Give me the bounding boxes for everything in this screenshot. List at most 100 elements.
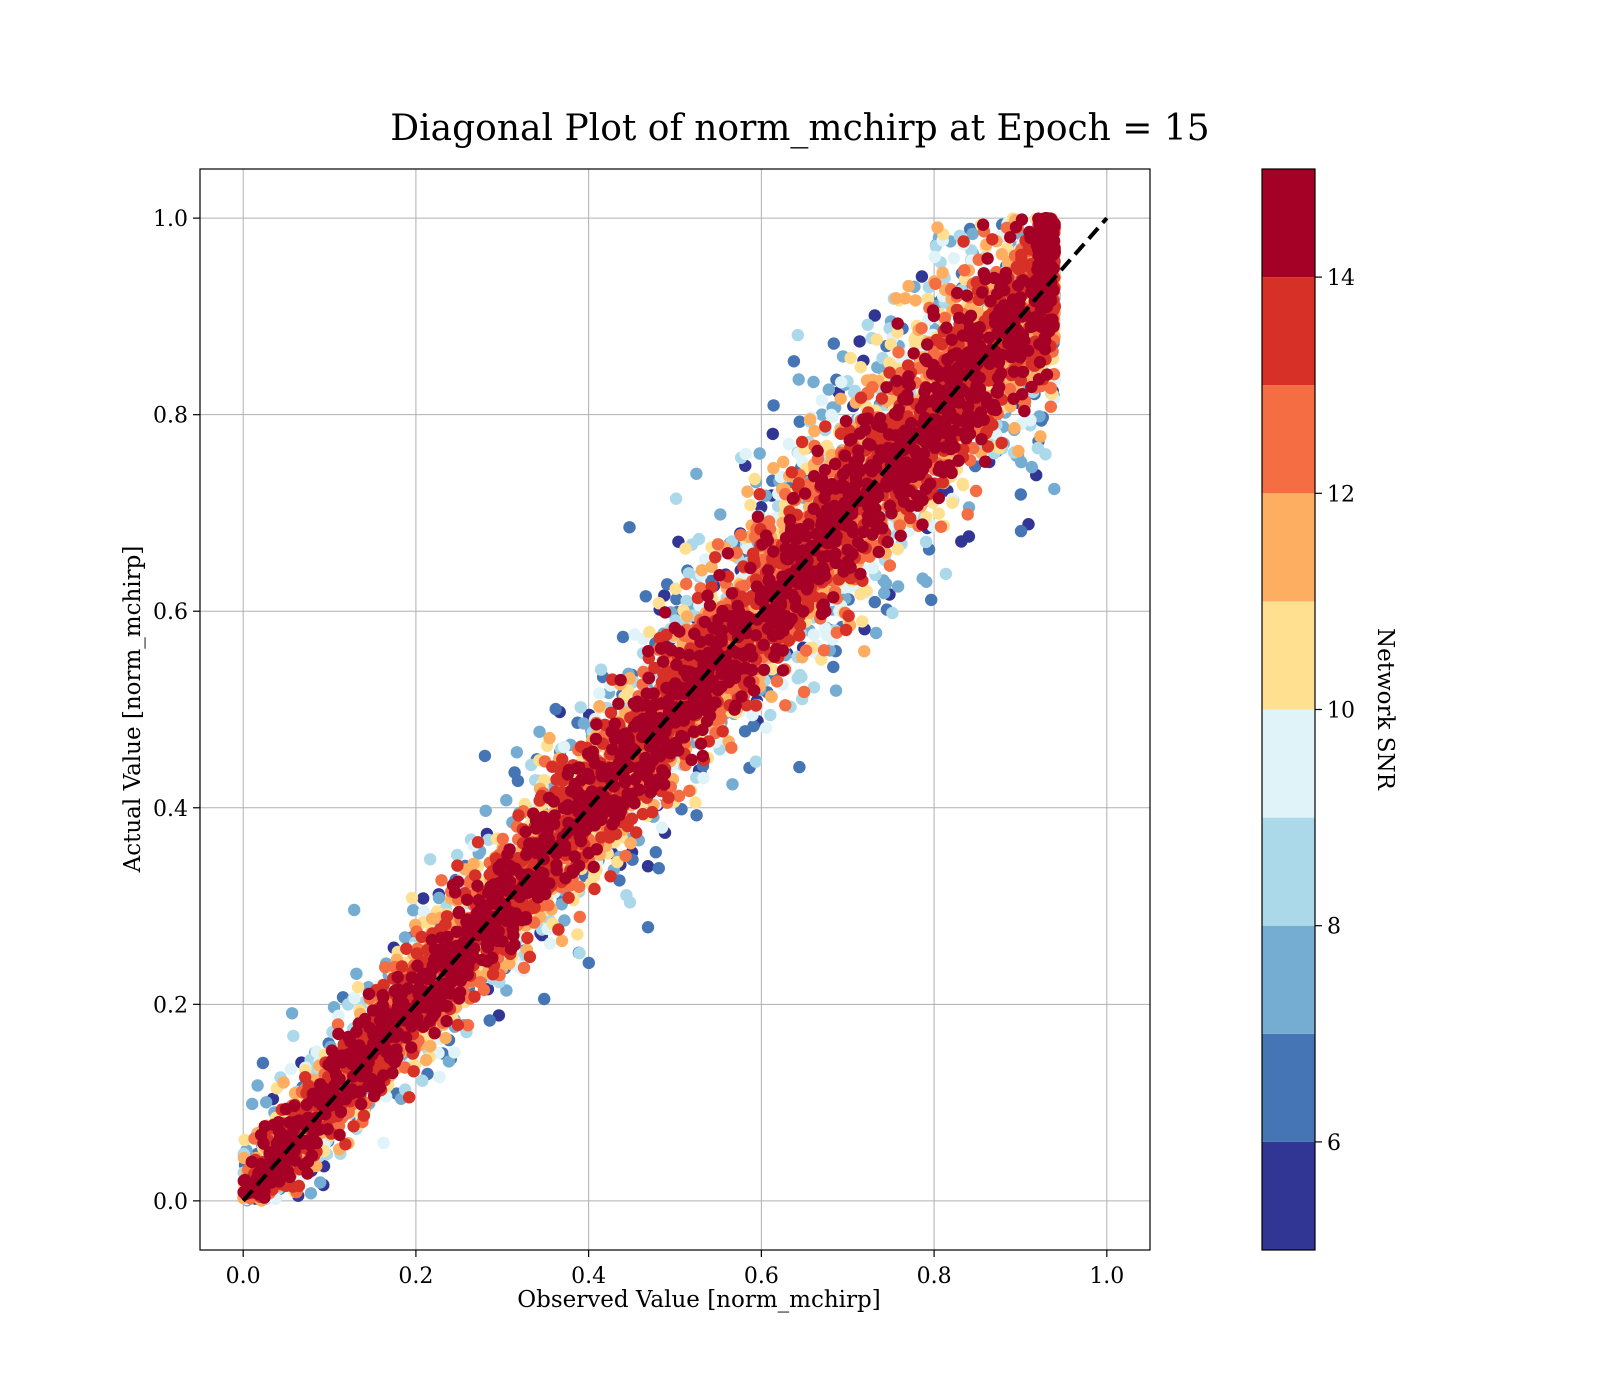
scatter-point <box>1025 460 1039 474</box>
chart-title: Diagonal Plot of norm_mchirp at Epoch = … <box>390 108 1209 149</box>
scatter-point <box>946 496 959 509</box>
scatter-point <box>496 832 509 846</box>
scatter-point <box>858 645 871 658</box>
scatter-point <box>628 628 641 641</box>
scatter-point <box>739 447 752 461</box>
scatter-point <box>705 560 718 574</box>
scatter-point <box>834 392 847 405</box>
scatter-point <box>807 628 820 641</box>
scatter-point <box>891 542 904 556</box>
scatter-point <box>871 361 884 374</box>
scatter-point <box>492 1009 506 1022</box>
scatter-point <box>744 498 757 512</box>
scatter-point <box>915 270 929 283</box>
scatter-point <box>641 921 655 934</box>
scatter-point <box>868 595 881 609</box>
scatter-point <box>500 984 513 997</box>
scatter-point <box>690 809 703 822</box>
scatter-point <box>920 575 933 588</box>
scatter-point <box>1008 422 1021 435</box>
scatter-point <box>558 914 571 927</box>
scatter-point <box>669 492 683 505</box>
scatter-point <box>928 250 941 264</box>
scatter-point <box>1012 444 1025 458</box>
scatter-point <box>741 485 754 498</box>
scatter-point <box>348 991 361 1005</box>
scatter-point <box>899 292 912 305</box>
scatter-point <box>680 594 693 608</box>
scatter-point <box>777 455 790 469</box>
scatter-point <box>510 746 523 759</box>
scatter-point <box>909 294 922 307</box>
scatter-point <box>682 567 695 580</box>
scatter-point <box>966 227 979 241</box>
scatter-point <box>448 1046 461 1059</box>
scatter-point <box>854 588 867 601</box>
scatter-point <box>424 1039 437 1053</box>
scatter-point <box>891 580 905 593</box>
scatter-point <box>690 467 703 480</box>
scatter-point <box>793 760 806 774</box>
scatter-point <box>616 630 630 644</box>
scatter-point <box>748 472 761 486</box>
scatter-point <box>348 903 361 917</box>
scatter-point <box>884 338 897 351</box>
scatter-point <box>277 1076 290 1089</box>
scatter-point <box>891 326 904 339</box>
scatter-point <box>593 687 606 700</box>
scatter-point <box>500 794 513 807</box>
scatter-point <box>679 542 692 555</box>
scatter-point <box>795 670 808 684</box>
scatter-point <box>433 1070 446 1084</box>
scatter-point <box>826 410 839 423</box>
scatter-point <box>669 582 682 595</box>
scatter-point <box>827 660 840 674</box>
scatter-point <box>925 593 938 607</box>
scatter-point <box>351 980 365 994</box>
scatter-point <box>936 266 949 279</box>
scatter-point <box>866 561 880 575</box>
scatter-point <box>543 937 557 950</box>
scatter-point <box>767 399 780 412</box>
scatter-point <box>1024 414 1037 427</box>
scatter-point <box>822 383 835 396</box>
scatter-point <box>886 606 899 620</box>
scatter-point <box>478 749 492 763</box>
scatter-point <box>853 335 866 348</box>
scatter-point <box>791 328 804 342</box>
scatter-point <box>655 821 669 834</box>
scatter-point <box>956 477 969 490</box>
scatter-point <box>869 626 883 640</box>
scatter-point <box>767 462 780 475</box>
scatter-point <box>398 931 412 944</box>
scatter-point <box>555 934 569 948</box>
scatter-point <box>623 521 636 534</box>
scatter-point <box>557 740 571 753</box>
scatter-point <box>451 848 464 862</box>
scatter-point <box>819 621 832 635</box>
scatter-point <box>639 590 652 603</box>
scatter-point <box>643 625 656 639</box>
scatter-point <box>479 804 492 817</box>
scatter-point <box>416 1074 429 1087</box>
scatter-point <box>870 333 883 346</box>
scatter-point <box>582 956 595 970</box>
scatter-point <box>854 361 867 374</box>
scatter-point <box>856 615 869 628</box>
scatter-point <box>764 708 777 722</box>
scatter-point <box>879 577 893 590</box>
scatter-point <box>442 1055 456 1068</box>
scatter-point <box>808 424 821 438</box>
scatter-point <box>1048 482 1061 496</box>
scatter-point <box>1039 448 1052 461</box>
scatter-point <box>314 1176 327 1189</box>
scatter-point <box>680 610 694 623</box>
scatter-point <box>287 1029 300 1043</box>
scatter-point <box>377 1136 390 1150</box>
scatter-point <box>889 292 903 305</box>
scatter-point <box>623 896 637 909</box>
scatter-point <box>483 1014 496 1027</box>
scatter-point <box>432 891 446 905</box>
scatter-point <box>284 1063 297 1076</box>
